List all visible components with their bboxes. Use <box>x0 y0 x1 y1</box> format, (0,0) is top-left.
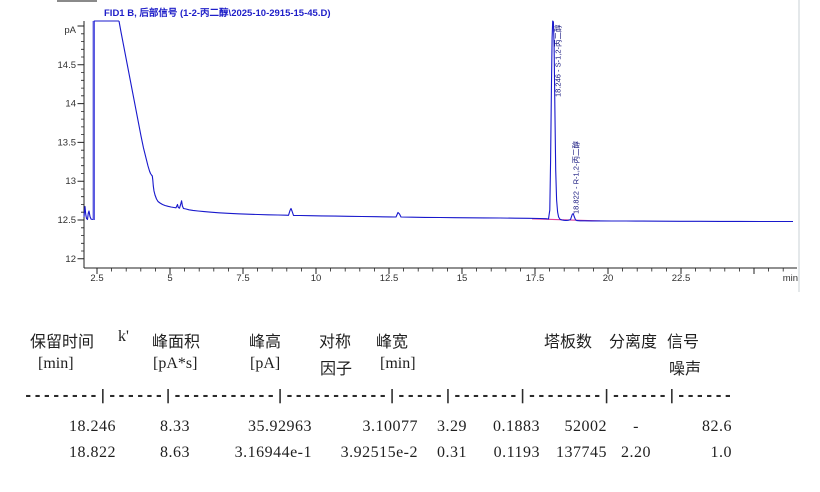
cell-peak-width: 0.1193 <box>493 444 540 461</box>
cell-retention-time: 18.822 <box>69 444 116 461</box>
col-header-retention-time: 保留时间 <box>30 334 95 351</box>
cell-resolution: 2.20 <box>621 444 651 461</box>
table-separator: --------|------|-----------|-----------|… <box>24 388 733 404</box>
cell-signal-noise: 82.6 <box>702 418 732 435</box>
col-header-peak-area: 峰面积 <box>152 334 201 351</box>
y-axis-minor-ticks <box>81 33 84 252</box>
x-axis-minor-ticks <box>111 268 784 272</box>
chromatogram-title: FID1 B, 后部信号 (1-2-丙二醇\2025-10-2915-15-45… <box>104 7 331 19</box>
chromatogram-plot: FID1 B, 后部信号 (1-2-丙二醇\2025-10-2915-15-45… <box>57 0 800 292</box>
cell-resolution: - <box>633 418 639 435</box>
y-tick-label: 13.5 <box>58 137 77 148</box>
header-noise: 噪声 <box>669 361 702 378</box>
x-tick-label: 15 <box>457 273 468 284</box>
cell-peak-width: 0.1883 <box>493 418 540 435</box>
cell-symmetry: 0.31 <box>437 444 467 461</box>
cell-peak-area: 35.92963 <box>248 418 312 435</box>
cell-peak-area: 3.16944e-1 <box>234 444 312 461</box>
col-header-k-prime: k' <box>118 328 129 345</box>
col-header-peak-width: 峰宽 <box>376 334 409 351</box>
unit-peak-height: [pA] <box>250 355 281 372</box>
x-axis-major-ticks <box>96 268 755 274</box>
y-axis-major-ticks <box>77 25 84 260</box>
cropped-toolbar-fragment <box>57 0 97 2</box>
x-axis-unit: min <box>783 273 798 284</box>
y-tick-label: 12.5 <box>58 215 77 226</box>
signal-trace-start <box>83 205 93 221</box>
x-tick-label: 2.5 <box>90 273 103 284</box>
y-axis-unit: pA <box>64 25 76 36</box>
col-header-resolution: 分离度 <box>609 334 658 351</box>
table-row: 18.822 8.63 3.16944e-1 3.92515e-2 0.31 0… <box>0 444 732 462</box>
table-row: 18.246 8.33 35.92963 3.10077 3.29 0.1883… <box>0 418 732 436</box>
unit-peak-area: [pA*s] <box>153 355 198 372</box>
col-header-plates: 塔板数 <box>544 334 593 351</box>
y-tick-label: 12 <box>65 254 76 265</box>
cell-signal-noise: 1.0 <box>710 444 732 461</box>
cell-peak-height: 3.92515e-2 <box>340 444 418 461</box>
x-tick-label: 5 <box>167 273 172 284</box>
cell-k-prime: 8.33 <box>160 418 190 435</box>
x-tick-label: 10 <box>311 273 322 284</box>
cell-k-prime: 8.63 <box>160 444 190 461</box>
col-header-signal: 信号 <box>667 334 700 351</box>
y-tick-label: 14 <box>65 99 76 110</box>
cell-peak-height: 3.10077 <box>362 418 418 435</box>
col-header-peak-height: 峰高 <box>249 334 282 351</box>
unit-peak-width: [min] <box>380 355 416 372</box>
cell-retention-time: 18.246 <box>69 418 116 435</box>
y-tick-label: 14.5 <box>58 60 77 71</box>
cell-plates: 137745 <box>556 444 607 461</box>
x-tick-label: 22.5 <box>672 273 691 284</box>
col-header-symmetry: 对称 <box>319 334 352 351</box>
x-tick-label: 12.5 <box>380 273 399 284</box>
cell-symmetry: 3.29 <box>437 418 467 435</box>
peak-label-2: 18.822 - R-1,2-丙二醇 <box>571 141 581 214</box>
x-tick-label: 17.5 <box>526 273 545 284</box>
cell-plates: 52002 <box>564 418 607 435</box>
peak-label-1: 18.246 - S-1,2-丙二醇 <box>553 24 563 97</box>
x-tick-label: 20 <box>603 273 614 284</box>
unit-retention-time: [min] <box>38 355 74 372</box>
signal-trace <box>118 20 793 223</box>
x-tick-label: 7.5 <box>236 273 249 284</box>
header-factor: 因子 <box>320 361 353 378</box>
y-tick-label: 13 <box>65 176 76 187</box>
